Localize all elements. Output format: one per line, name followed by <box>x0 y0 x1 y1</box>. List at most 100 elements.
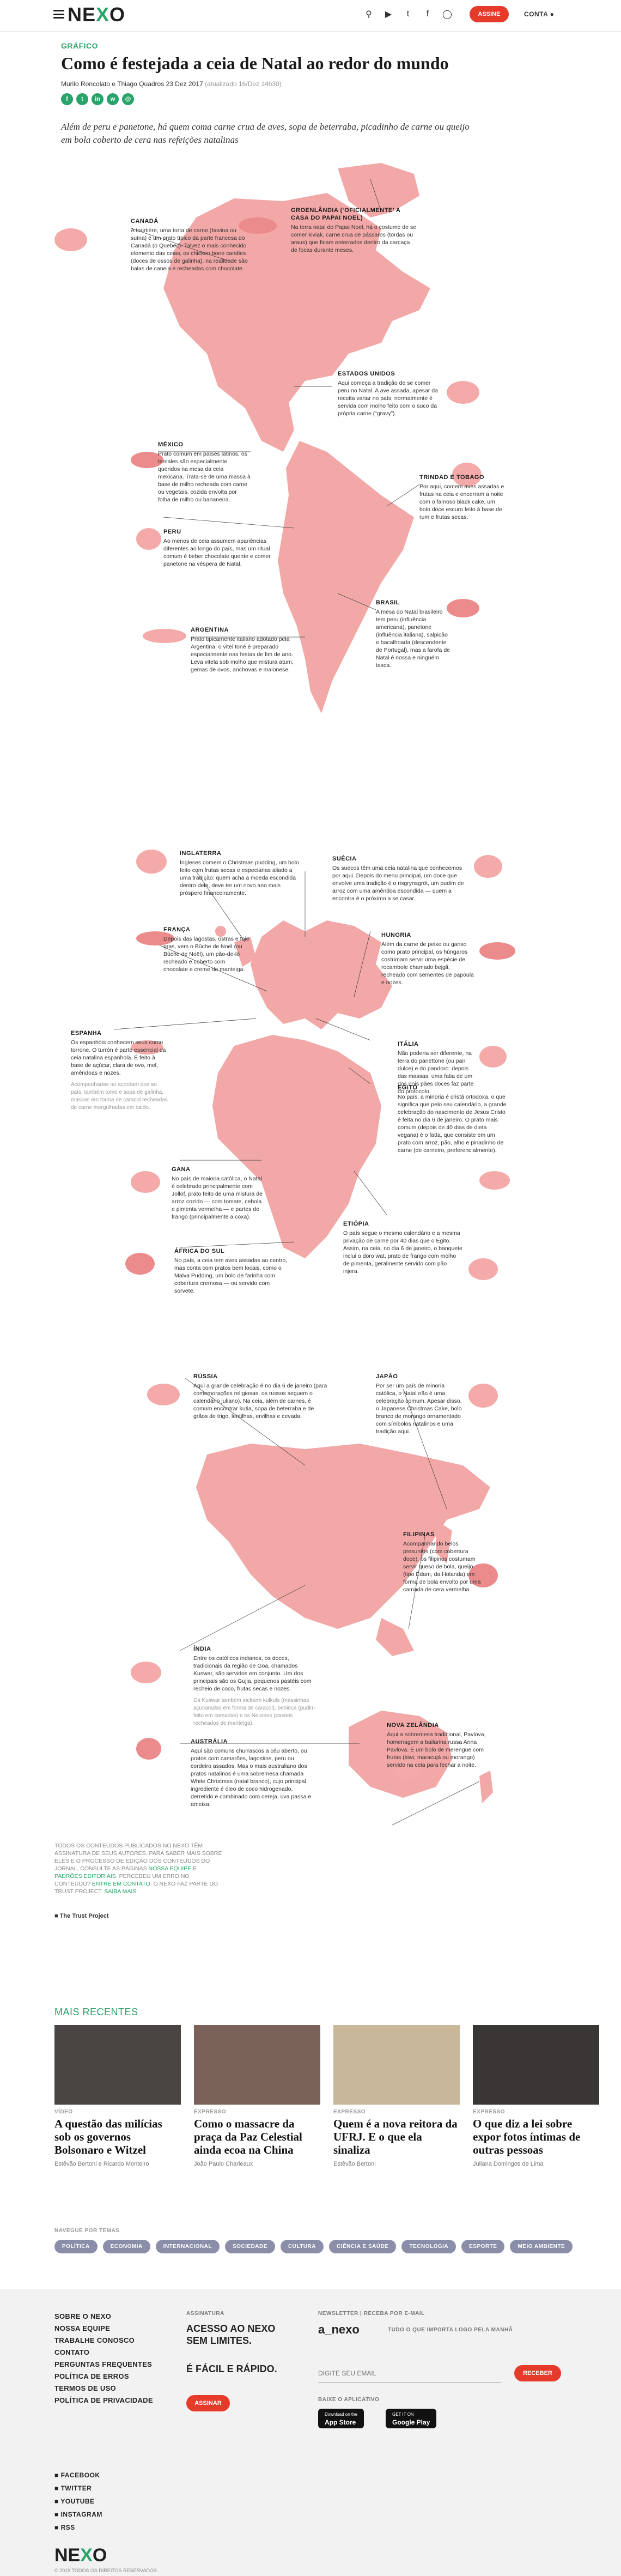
kutia-illustration <box>147 1384 180 1405</box>
white-christmas-illustration <box>136 1738 161 1760</box>
tag-tecnologia[interactable]: TECNOLOGIA <box>401 2240 456 2253</box>
account-link[interactable]: CONTA ● <box>524 10 555 18</box>
country-text: No país de maioria católica, o Natal é c… <box>172 1175 263 1220</box>
subscription-tagline: É FÁCIL E RÁPIDO. <box>186 2363 277 2374</box>
country-name: AUSTRÁLIA <box>191 1738 228 1745</box>
footer-link[interactable]: PERGUNTAS FREQUENTES <box>54 2360 153 2368</box>
tag-meio-ambiente[interactable]: MEIO AMBIENTE <box>510 2240 573 2253</box>
card-title[interactable]: O que diz a lei sobre expor fotos íntima… <box>473 2117 581 2156</box>
country-text: Aqui a grande celebração é no dia 6 de j… <box>193 1383 327 1420</box>
tag-sociedade[interactable]: SOCIEDADE <box>224 2240 275 2253</box>
subscribe-footer-button[interactable]: ASSINAR <box>186 2395 230 2411</box>
card-thumbnail[interactable] <box>194 2025 320 2105</box>
share-whatsapp-icon[interactable]: w <box>107 93 119 105</box>
newsletter-label: NEWSLETTER | RECEBA POR E-MAIL <box>318 2311 425 2317</box>
learn-more-link[interactable]: SAIBA MAIS <box>104 1888 137 1895</box>
note-egypt: EGITO No país, a minoria é cristã ortodo… <box>398 1084 507 1154</box>
footer-links: SOBRE O NEXO NOSSA EQUIPE TRABALHE CONOS… <box>54 2311 153 2407</box>
country-name: NOVA ZELÂNDIA <box>387 1722 439 1729</box>
world-christmas-infographic: CANADÁ A tourtière, uma torta de carne (… <box>0 147 621 1825</box>
trust-project-logo[interactable]: ■ The Trust Project <box>54 1913 109 1919</box>
contact-link[interactable]: ENTRE EM CONTATO <box>92 1881 150 1887</box>
footer-link[interactable]: SOBRE O NEXO <box>54 2312 112 2320</box>
card-title[interactable]: Como o massacre da praça da Paz Celestia… <box>194 2117 302 2156</box>
subscribe-button[interactable]: ASSINE <box>470 6 509 22</box>
country-aside: Acompanhadas ou acordam dos ao país, tam… <box>71 1082 168 1111</box>
recent-card[interactable]: EXPRESSO Quem é a nova reitora da UFRJ. … <box>333 2025 460 2167</box>
google-play-button[interactable]: GET IT ON Google Play <box>386 2409 437 2428</box>
twitter-icon[interactable]: t <box>406 9 410 19</box>
country-text: Por ser um país de minoria católica, o N… <box>376 1383 462 1435</box>
facebook-icon: ■ <box>54 2471 59 2479</box>
instagram-link[interactable]: ■ INSTAGRAM <box>54 2511 102 2518</box>
note-sweden: SUÉCIA Os suecos têm uma ceia natalina q… <box>332 855 468 902</box>
country-name: EGITO <box>398 1084 418 1091</box>
tag-ciencia-saude[interactable]: CIÊNCIA E SAÚDE <box>329 2240 397 2253</box>
connector-lines <box>114 179 480 1825</box>
rss-link[interactable]: ■ RSS <box>54 2524 75 2531</box>
tag-politica[interactable]: POLÍTICA <box>54 2240 98 2253</box>
note-italy: ITÁLIA Não poderia ser diferente, na ter… <box>398 1040 479 1095</box>
newsletter-submit-button[interactable]: RECEBER <box>514 2365 561 2381</box>
facebook-icon[interactable]: f <box>426 9 429 19</box>
authors[interactable]: Murilo Roncolato e Thiago Quadros <box>61 80 165 88</box>
twitter-icon: ■ <box>54 2484 59 2492</box>
app-store-button[interactable]: Download on the App Store <box>318 2409 364 2428</box>
footer-link[interactable]: POLÍTICA DE PRIVACIDADE <box>54 2396 153 2404</box>
farofa-illustration <box>447 599 479 617</box>
bejgli-illustration <box>479 942 515 960</box>
editorial-standards-link[interactable]: PADRÕES EDITORIAIS <box>54 1873 116 1880</box>
tag-economia[interactable]: ECONOMIA <box>102 2240 150 2253</box>
country-text: Não poderia ser diferente, na terra do p… <box>398 1050 474 1095</box>
editorial-disclaimer: TODOS OS CONTEÚDOS PUBLICADOS NO NEXO TÊ… <box>54 1842 222 1895</box>
note-southafrica: ÁFRICA DO SUL No país, a ceia tem aves a… <box>174 1247 289 1295</box>
card-thumbnail[interactable] <box>333 2025 460 2105</box>
tag-internacional[interactable]: INTERNACIONAL <box>155 2240 220 2253</box>
email-field[interactable] <box>318 2364 501 2383</box>
site-footer: SOBRE O NEXO NOSSA EQUIPE TRABALHE CONOS… <box>0 2289 621 2576</box>
pudding-illustration <box>136 850 167 874</box>
note-ghana: GANA No país de maioria católica, o Nata… <box>172 1166 264 1221</box>
country-text: Ao menos de ceia assumem apariências dif… <box>163 538 271 567</box>
copyright: © 2019 TODOS OS DIREITOS RESERVADOS <box>54 2568 157 2573</box>
footer-logo[interactable]: NEXO <box>54 2545 107 2566</box>
turron-illustration <box>131 1040 163 1054</box>
share-twitter-icon[interactable]: t <box>76 93 88 105</box>
footer-link[interactable]: TRABALHE CONOSCO <box>54 2336 135 2344</box>
footer-link[interactable]: TERMOS DE USO <box>54 2384 116 2392</box>
country-name: ÁFRICA DO SUL <box>174 1248 225 1254</box>
tag-esporte[interactable]: ESPORTE <box>461 2240 505 2253</box>
share-email-icon[interactable]: @ <box>122 93 134 105</box>
card-title[interactable]: Quem é a nova reitora da UFRJ. E o que e… <box>333 2117 458 2156</box>
team-link[interactable]: NOSSA EQUIPE <box>148 1865 192 1872</box>
recent-card[interactable]: EXPRESSO Como o massacre da praça da Paz… <box>194 2025 320 2167</box>
facebook-link[interactable]: ■ FACEBOOK <box>54 2471 100 2479</box>
country-text: Por aqui, comem aves assadas e frutas na… <box>419 483 504 520</box>
twitter-link[interactable]: ■ TWITTER <box>54 2484 92 2492</box>
country-text: Prato comum em países latinos, os tamale… <box>158 451 251 503</box>
recent-card[interactable]: VÍDEO A questão das milícias sob os gove… <box>54 2025 181 2167</box>
footer-link[interactable]: POLÍTICA DE ERROS <box>54 2372 129 2380</box>
search-icon[interactable]: ⚲ <box>366 10 372 19</box>
instagram-icon[interactable]: ◯ <box>442 10 452 19</box>
youtube-icon[interactable]: ▶ <box>385 10 392 19</box>
note-philippines: FILIPINAS Acompanhando belos presuntos (… <box>403 1531 485 1593</box>
footer-link[interactable]: NOSSA EQUIPE <box>54 2324 111 2332</box>
card-thumbnail[interactable] <box>473 2025 599 2105</box>
country-text: Ingleses comem o Christmas pudding, um b… <box>180 859 299 896</box>
share-facebook-icon[interactable]: f <box>61 93 73 105</box>
black-cake-illustration <box>452 463 482 487</box>
tag-cultura[interactable]: CULTURA <box>280 2240 324 2253</box>
note-canada: CANADÁ A tourtière, uma torta de carne (… <box>131 217 251 272</box>
menu-icon[interactable] <box>53 10 64 19</box>
site-logo[interactable]: NEXO <box>68 3 126 26</box>
rss-icon: ■ <box>54 2524 59 2531</box>
share-linkedin-icon[interactable]: in <box>92 93 104 105</box>
footer-link[interactable]: CONTATO <box>54 2348 90 2356</box>
card-category: EXPRESSO <box>194 2109 227 2115</box>
country-name: FRANÇA <box>163 926 191 933</box>
card-thumbnail[interactable] <box>54 2025 181 2105</box>
recent-card[interactable]: EXPRESSO O que diz a lei sobre expor fot… <box>473 2025 599 2167</box>
youtube-link[interactable]: ■ YOUTUBE <box>54 2498 95 2505</box>
card-title[interactable]: A questão das milícias sob os governos B… <box>54 2117 162 2156</box>
